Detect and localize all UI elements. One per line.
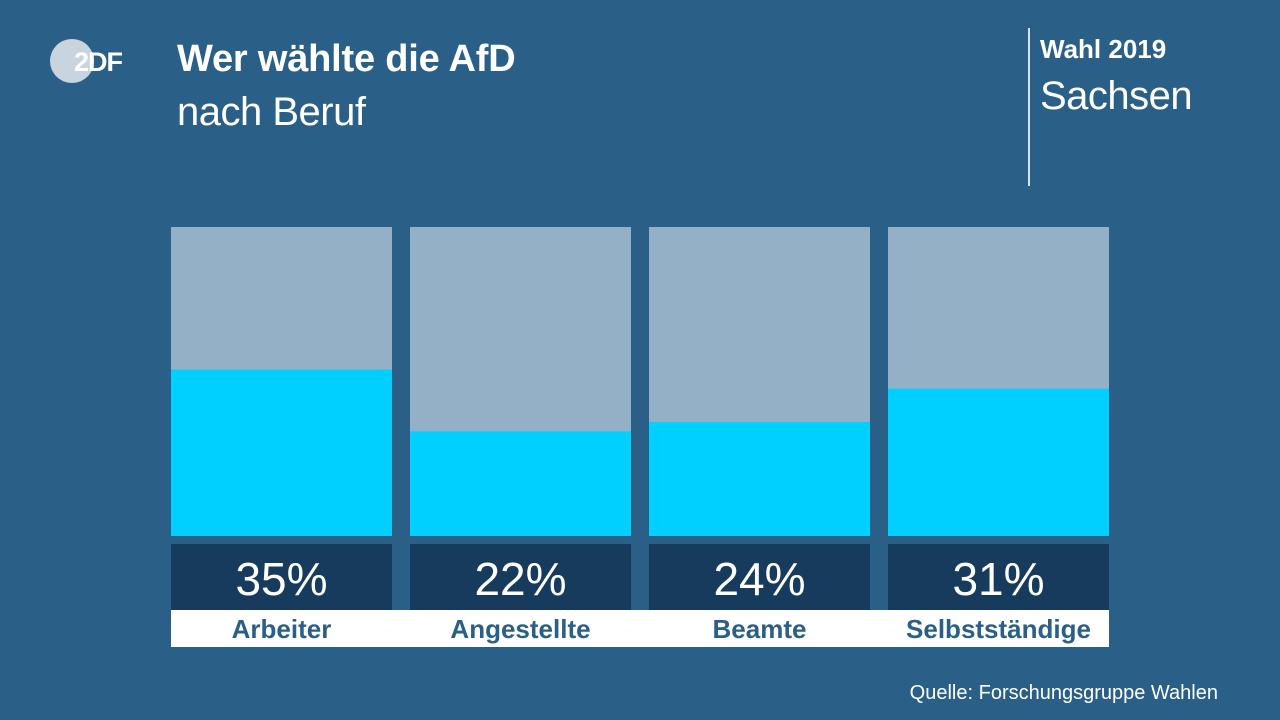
value-box (649, 544, 870, 610)
region-label: Sachsen (1040, 74, 1193, 118)
bar-value (888, 388, 1109, 536)
zdf-logo-text: 2DF (74, 47, 123, 77)
data-label: 24% (713, 553, 805, 605)
category-strip-gap (631, 610, 649, 647)
category-strip-gap (392, 610, 410, 647)
value-box (888, 544, 1109, 610)
category-label: Angestellte (450, 614, 590, 644)
category-box (171, 610, 392, 647)
bar-value (171, 369, 392, 536)
data-label: 22% (474, 553, 566, 605)
source-note: Quelle: Forschungsgruppe Wahlen (909, 682, 1218, 704)
category-strip-gap (870, 610, 888, 647)
data-label: 31% (952, 553, 1044, 605)
category-box (410, 610, 631, 647)
category-box (888, 610, 1109, 647)
category-label: Selbstständige (906, 614, 1091, 644)
page-subtitle: nach Beruf (177, 90, 366, 134)
category-label: Arbeiter (232, 614, 332, 644)
category-box (649, 610, 870, 647)
page-title: Wer wählte die AfD (177, 38, 516, 80)
election-label: Wahl 2019 (1040, 34, 1167, 64)
data-label: 35% (235, 553, 327, 605)
value-box (171, 544, 392, 610)
zdf-logo: 2DF (50, 39, 124, 83)
bar-value (649, 421, 870, 536)
header-divider (1028, 28, 1030, 186)
value-box (410, 544, 631, 610)
bar-value (410, 431, 631, 536)
category-label: Beamte (713, 614, 807, 644)
